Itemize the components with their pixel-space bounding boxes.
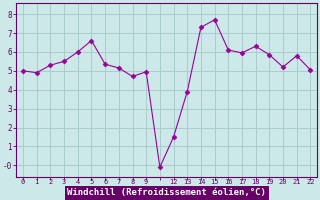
X-axis label: Windchill (Refroidissement éolien,°C): Windchill (Refroidissement éolien,°C) <box>67 188 266 197</box>
